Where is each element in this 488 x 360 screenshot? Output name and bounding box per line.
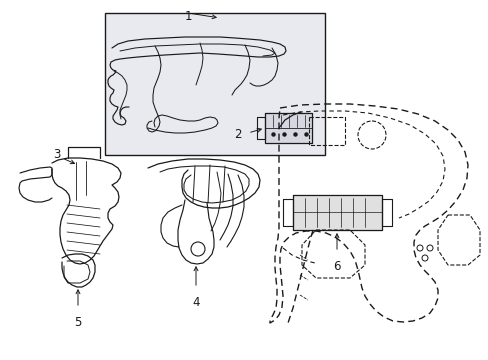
Text: 6: 6 [332,260,340,273]
Text: 4: 4 [192,296,199,309]
Polygon shape [292,195,381,230]
Text: 5: 5 [74,316,81,329]
Bar [105,13,325,155]
Text: 3: 3 [53,148,61,161]
Polygon shape [264,113,311,143]
Text: 1: 1 [184,10,191,23]
Text: 2: 2 [234,127,241,140]
